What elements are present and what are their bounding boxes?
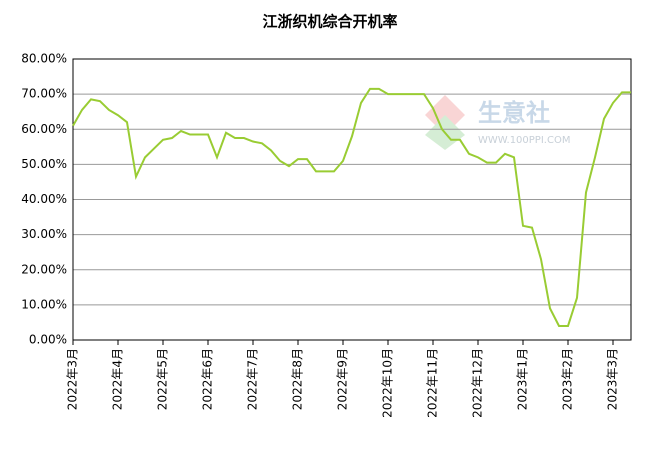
x-tick-label: 2022年9月 xyxy=(336,348,350,410)
data-line xyxy=(72,87,631,327)
x-tick-label: 2023年3月 xyxy=(606,348,620,410)
x-tick-label: 2022年11月 xyxy=(426,348,440,418)
y-tick-label: 60.00% xyxy=(21,122,67,136)
plot-frame xyxy=(72,58,632,341)
y-tick-label: 10.00% xyxy=(21,297,67,311)
x-tick-label: 2022年7月 xyxy=(246,348,260,410)
x-tick-label: 2022年5月 xyxy=(156,348,170,410)
y-tick-label: 30.00% xyxy=(21,227,67,241)
watermark: 生意社 xyxy=(478,99,550,127)
y-tick-label: 0.00% xyxy=(29,333,67,347)
y-tick-label: 50.00% xyxy=(21,157,67,171)
y-tick-label: 40.00% xyxy=(21,192,67,206)
y-tick-label: 80.00% xyxy=(21,52,67,66)
x-tick-label: 2022年12月 xyxy=(471,348,485,418)
y-tick-label: 20.00% xyxy=(21,262,67,276)
chart-title: 江浙织机综合开机率 xyxy=(262,13,397,31)
x-tick-label: 2023年1月 xyxy=(516,348,530,410)
x-tick-label: 2022年10月 xyxy=(381,348,395,418)
x-tick-label: 2022年6月 xyxy=(201,348,215,410)
x-tick-label: 2022年8月 xyxy=(291,348,305,410)
x-tick-label: 2022年3月 xyxy=(66,348,80,410)
y-tick-label: 70.00% xyxy=(21,87,67,101)
x-tick-label: 2022年4月 xyxy=(111,348,125,410)
watermark-url: WWW.100PPI.COM xyxy=(478,135,570,146)
x-tick-label: 2023年2月 xyxy=(561,348,575,410)
